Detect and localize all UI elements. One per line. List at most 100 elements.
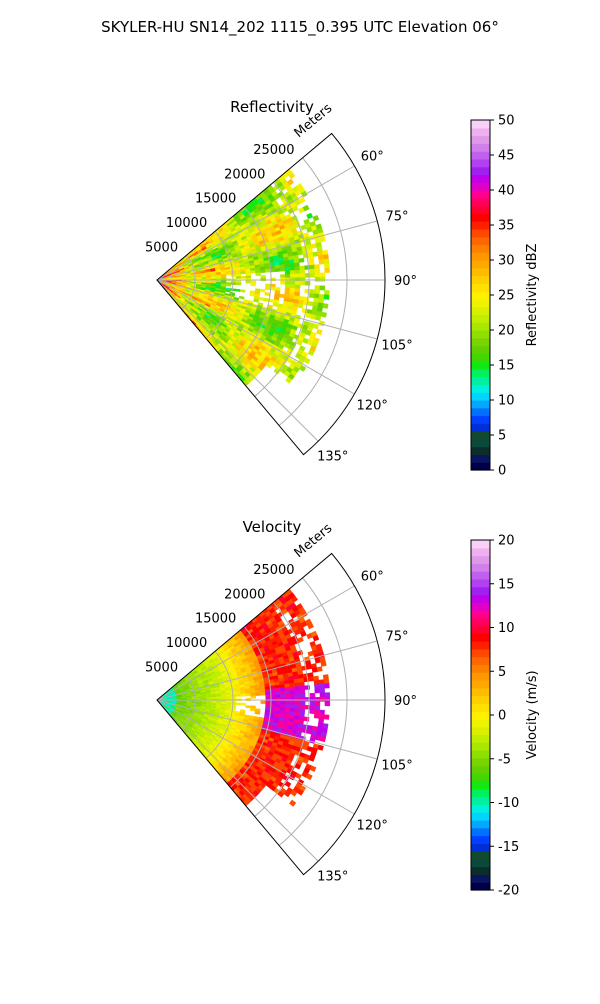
radar-gate: [324, 683, 329, 688]
radar-gate: [290, 701, 295, 705]
radar-gate: [295, 285, 300, 289]
radar-gate: [324, 295, 329, 300]
radar-gate: [290, 705, 295, 709]
radar-gate: [275, 268, 280, 272]
range-tick-label: 10000: [166, 216, 207, 231]
colorbar-swatch: [471, 299, 490, 307]
radar-gate: [285, 698, 290, 701]
colorbar-swatch: [471, 283, 490, 291]
radar-gate: [260, 270, 265, 273]
colorbar-swatch: [471, 797, 490, 805]
radar-gate: [295, 270, 300, 274]
azimuth-tick-label: 60°: [361, 570, 384, 585]
colorbar-swatch: [471, 206, 490, 214]
radar-gate: [324, 263, 329, 268]
radar-gate: [295, 697, 300, 701]
radar-gate: [320, 693, 325, 697]
radar-gate: [255, 711, 260, 714]
radar-gate: [290, 687, 295, 691]
radar-gate: [256, 273, 261, 276]
colorbar-tick-label: -10: [498, 796, 519, 811]
colorbar-tick-label: 5: [498, 429, 506, 444]
radar-gate: [300, 274, 305, 278]
radar-gate: [300, 701, 305, 705]
radar-gate: [310, 705, 315, 709]
reflectivity-title: Reflectivity: [230, 98, 314, 116]
radar-gate: [265, 287, 270, 290]
radar-gate: [273, 303, 278, 307]
radar-gate: [275, 691, 280, 694]
figure-suptitle: SKYLER-HU SN14_202 1115_0.395 UTC Elevat…: [101, 18, 499, 37]
colorbar-swatch: [471, 882, 490, 890]
velocity-title: Velocity: [243, 518, 302, 536]
colorbar-swatch: [471, 221, 490, 229]
range-tick-label: 25000: [253, 563, 294, 578]
colorbar-swatch: [471, 143, 490, 151]
azimuth-tick-label: 120°: [357, 398, 388, 413]
radar-gate: [290, 690, 295, 694]
radar-gate: [285, 701, 290, 705]
colorbar-swatch: [471, 633, 490, 641]
colorbar-swatch: [471, 859, 490, 867]
radar-gate: [290, 278, 295, 282]
colorbar-tick-label: 0: [498, 464, 506, 479]
radar-gate: [323, 674, 328, 679]
radar-gate: [285, 271, 290, 275]
reflectivity-field: [157, 169, 330, 386]
radar-gate: [241, 276, 246, 278]
colorbar-swatch: [471, 602, 490, 610]
radar-gate: [295, 705, 300, 709]
radar-gate: [324, 290, 329, 295]
radar-gate: [226, 273, 231, 275]
azimuth-tick-label: 105°: [381, 338, 412, 353]
colorbar-swatch: [471, 696, 490, 704]
radar-gate: [251, 696, 256, 699]
radar-gate: [315, 277, 320, 281]
colorbar-swatch: [471, 400, 490, 408]
colorbar-swatch: [471, 384, 490, 392]
colorbar-tick-label: 30: [498, 254, 515, 269]
radar-gate: [231, 283, 236, 285]
colorbar-label: Velocity (m/s): [525, 670, 540, 759]
radar-gate: [295, 701, 300, 705]
radar-gate: [236, 703, 241, 705]
radar-gate: [310, 273, 315, 277]
colorbar-swatch: [471, 151, 490, 159]
colorbar-swatch: [471, 672, 490, 680]
colorbar-swatch: [471, 618, 490, 626]
range-tick-label: 5000: [145, 241, 178, 256]
radar-gate: [275, 688, 280, 692]
radar-gate: [285, 284, 290, 288]
radar-gate: [320, 688, 325, 693]
colorbar-swatch: [471, 423, 490, 431]
colorbar-swatch: [471, 322, 490, 330]
radar-gate: [295, 708, 300, 712]
radar-gate: [285, 708, 290, 712]
radar-gate: [310, 697, 315, 701]
colorbar-swatch: [471, 244, 490, 252]
colorbar-swatch: [471, 836, 490, 844]
radar-gate: [226, 697, 231, 699]
reflectivity-panel: Reflectivity 60°75°90°105°120°135°500010…: [145, 98, 540, 479]
colorbar-swatch: [471, 548, 490, 556]
radar-gate: [320, 237, 326, 243]
radar-gate: [285, 691, 290, 695]
azimuth-tick-label: 90°: [394, 274, 417, 289]
radar-gate: [315, 286, 320, 290]
radar-gate: [300, 281, 305, 285]
radar-gate: [295, 686, 300, 690]
radar-gate: [310, 693, 315, 697]
range-tick-label: 5000: [145, 661, 178, 676]
radar-gate: [323, 303, 329, 308]
radar-gate: [280, 268, 285, 272]
radar-gate: [265, 269, 270, 272]
radar-gate: [285, 267, 290, 271]
colorbar-swatch: [471, 454, 490, 462]
radar-gate: [265, 692, 270, 695]
radar-gate: [266, 701, 271, 704]
radar-gate: [290, 698, 295, 702]
radar-gate: [290, 288, 295, 292]
radar-gate: [310, 709, 315, 713]
colorbar-tick-label: 20: [498, 324, 515, 339]
